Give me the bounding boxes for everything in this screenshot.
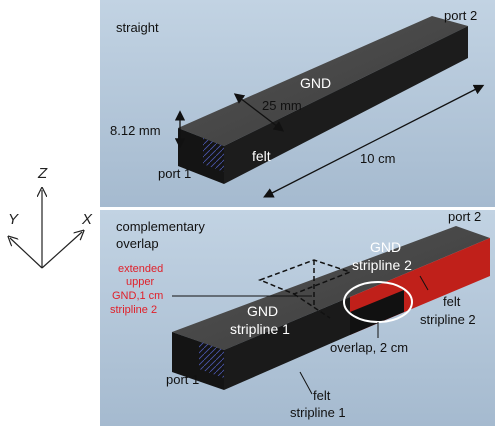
axes-triad: Z Y X [8,165,93,269]
x-axis-label: X [81,211,93,228]
overlap-port-2-label: port 2 [448,209,481,224]
extended-gnd-label-line-3: GND,1 cm [112,290,163,302]
length-dimension-arrow [263,84,485,198]
felt-stripline-2-label-line-2: stripline 2 [420,312,476,327]
felt-stripline-2-leader [419,275,429,291]
extended-gnd-label-line-2: upper [126,276,154,288]
overlap-title-line-1: complementary [116,219,205,234]
straight-title: straight [116,20,159,35]
straight-port-1-label: port 1 [158,166,191,181]
overlap-block-top-face [172,226,490,350]
overlap-block-felt-hatch [199,341,224,378]
felt-stripline-1-label-line-2: stripline 1 [290,405,346,420]
x-axis-line [41,232,82,269]
height-dimension-label: 8.12 mm [110,123,161,138]
felt-stripline-1-leader [299,371,313,395]
overlap-block-side-stripline-1 [224,297,350,390]
felt-stripline-2-label-line-1: felt [443,294,461,309]
overlap-title-line-2: overlap [116,236,159,251]
top-panel: straight port 2 GND 25 mm 8.12 mm felt 1… [100,0,495,207]
overlap-port-1-label: port 1 [166,372,199,387]
bottom-panel: complementary overlap port 2 GND stripli… [100,209,495,426]
extended-gnd-label-line-1: extended [118,263,163,275]
gnd-stripline-2-label-line-2: stripline 2 [352,257,412,273]
extended-gnd-label-line-4: stripline 2 [110,304,157,316]
felt-stripline-1-label-line-1: felt [313,388,331,403]
y-axis-label: Y [8,211,19,228]
straight-felt-label: felt [252,148,271,164]
straight-gnd-label: GND [300,75,331,91]
z-axis-label: Z [37,165,48,182]
width-dimension-label: 25 mm [262,98,302,113]
gnd-stripline-1-label-line-2: stripline 1 [230,321,290,337]
length-dimension-label: 10 cm [360,151,395,166]
overlap-notch [350,290,404,335]
overlap-length-label: overlap, 2 cm [330,340,408,355]
y-axis-line [10,238,43,269]
gnd-stripline-1-label-line-1: GND [247,303,278,319]
straight-port-2-label: port 2 [444,8,477,23]
gnd-stripline-2-label-line-1: GND [370,239,401,255]
straight-block-felt-hatch [203,138,224,172]
extended-gnd-dashed-edge-2 [293,293,331,319]
